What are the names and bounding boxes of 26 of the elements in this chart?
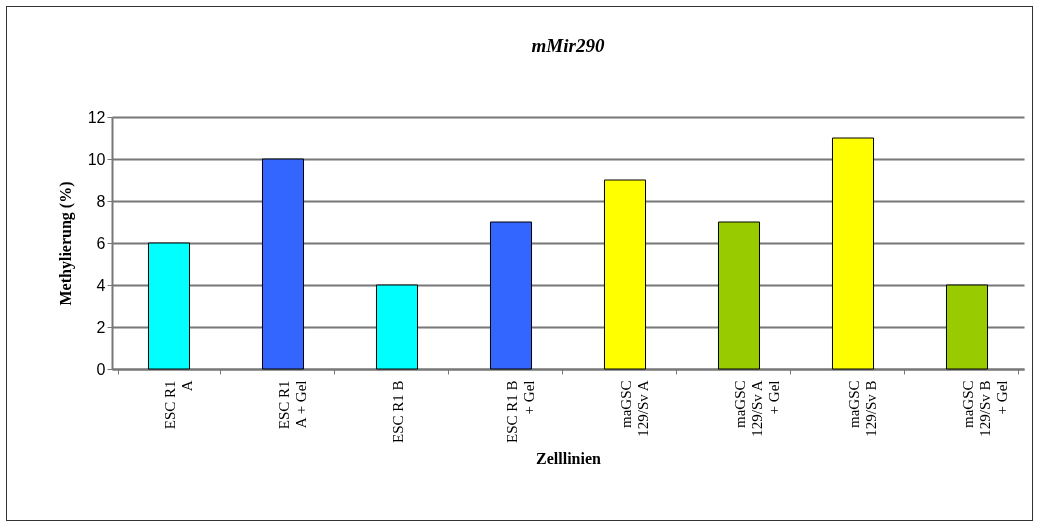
y-tick-label: 4 — [96, 276, 106, 294]
x-tick-label: ESC R1 A — [161, 380, 195, 430]
bar — [261, 158, 305, 370]
bar — [945, 284, 989, 370]
x-axis-title: Zelllinien — [536, 450, 602, 468]
x-tick-label: maGSC 129/Sv A — [617, 380, 651, 437]
bar — [603, 179, 647, 370]
y-tick-label: 6 — [96, 234, 106, 252]
bar — [717, 221, 761, 370]
y-tick-label: 2 — [96, 318, 106, 336]
y-axis-title: Methylierung (%) — [56, 181, 75, 306]
x-tick-label: maGSC 129/Sv B + Gel — [959, 380, 1010, 437]
x-tick-label: ESC R1 A + Gel — [275, 380, 309, 430]
y-tick-label: 10 — [87, 150, 106, 168]
x-tick-label: maGSC 129/Sv A + Gel — [731, 380, 782, 437]
bar — [375, 284, 419, 370]
y-tick-label: 12 — [87, 108, 106, 126]
bar — [147, 242, 191, 370]
y-tick-label: 0 — [96, 360, 106, 378]
bar — [831, 137, 875, 370]
x-tick-label: ESC R1 B — [389, 380, 406, 444]
chart-title: mMir290 — [531, 35, 605, 56]
y-tick-label: 8 — [96, 192, 106, 210]
x-tick-label: maGSC 129/Sv B — [845, 380, 879, 437]
x-tick-label: ESC R1 B + Gel — [503, 380, 537, 444]
bar — [489, 221, 533, 370]
